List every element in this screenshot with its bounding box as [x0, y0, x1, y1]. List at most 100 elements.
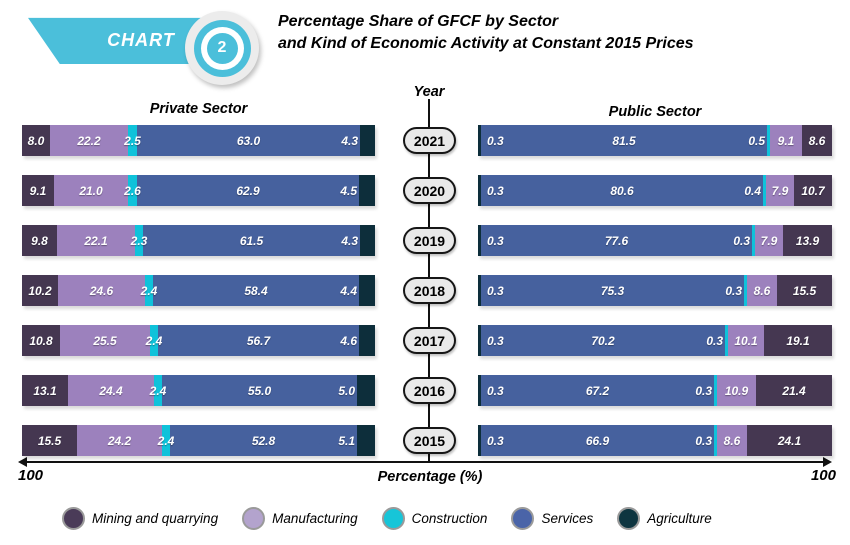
private-bar-2015: 15.5 24.2 2.4 52.8 5.1	[22, 425, 375, 456]
year-pill-2020: 2020	[403, 177, 456, 204]
segment-value-label: 0.3	[487, 183, 504, 198]
legend-item-construction: Construction	[381, 506, 487, 530]
bar-segment-construction: 0.3	[695, 375, 717, 406]
private-bar-2016: 13.1 24.4 2.4 55.0 5.0	[22, 375, 375, 406]
bar-segment-services: 66.9	[481, 425, 714, 456]
bar-segment-services: 81.5	[481, 125, 767, 156]
chart-title-line1: Percentage Share of GFCF by Sector	[278, 13, 559, 30]
segment-value-label: 24.4	[99, 383, 123, 398]
segment-value-label: 25.5	[93, 333, 117, 348]
year-pill-2016: 2016	[403, 377, 456, 404]
percentage-axis-line	[26, 461, 824, 463]
axis-arrow-left-icon	[18, 457, 27, 467]
bar-segment-services: 62.9	[137, 175, 359, 206]
axis-arrow-right-icon	[823, 457, 832, 467]
segment-value-label: 52.8	[251, 433, 276, 448]
bar-segment-agriculture: 4.3	[341, 125, 375, 156]
badge-ring: 2	[193, 19, 251, 77]
public-bar-2021: 0.3 81.5 0.5 9.1 8.6	[478, 125, 832, 156]
segment-value-label: 63.0	[236, 133, 261, 148]
public-bar-2016: 0.3 67.2 0.3 10.9 21.4	[478, 375, 832, 406]
bar-segment-services: 58.4	[153, 275, 359, 306]
bar-segment-manufacturing: 25.5	[60, 325, 150, 356]
segment-value-label: 21.0	[79, 183, 103, 198]
segment-value-label: 4.6	[340, 333, 357, 348]
segment-value-label: 24.6	[89, 283, 114, 298]
segment-value-label: 8.0	[27, 133, 45, 148]
year-axis-title: Year	[413, 84, 445, 100]
bar-segment-manufacturing: 7.9	[766, 175, 794, 206]
bar-segment-manufacturing: 10.1	[728, 325, 764, 356]
segment-value-label: 10.1	[734, 333, 758, 348]
bar-segment-construction: 2.4	[141, 275, 157, 306]
bar-segment-mining-and-quarrying: 13.9	[783, 225, 832, 256]
segment-value-label: 81.5	[612, 133, 636, 148]
legend-label: Manufacturing	[272, 510, 358, 526]
segment-value-label: 2.4	[140, 283, 158, 298]
bar-segment-manufacturing: 21.0	[54, 175, 128, 206]
legend-swatch-icon	[617, 506, 641, 530]
bar-segment-construction: 2.4	[150, 375, 166, 406]
bar-segment-mining-and-quarrying: 15.5	[22, 425, 77, 456]
percentage-axis-label: Percentage (%)	[377, 469, 483, 485]
bar-segment-agriculture: 0.3	[478, 125, 504, 156]
bar-segment-construction: 0.5	[748, 125, 770, 156]
bar-segment-mining-and-quarrying: 10.7	[794, 175, 832, 206]
private-sector-title: Private Sector	[149, 101, 248, 117]
bar-segment-manufacturing: 8.6	[717, 425, 747, 456]
segment-value-label: 9.8	[31, 233, 48, 248]
segment-value-label: 67.2	[585, 383, 610, 398]
segment-value-label: 21.4	[782, 383, 806, 398]
segment-value-label: 4.4	[340, 283, 357, 298]
bar-segment-services: 70.2	[481, 325, 725, 356]
segment-value-label: 0.4	[744, 183, 761, 198]
segment-value-label: 2.5	[124, 133, 141, 148]
legend-label: Mining and quarrying	[92, 510, 219, 526]
segment-value-label: 75.3	[600, 283, 625, 298]
segment-value-label: 0.3	[487, 433, 504, 448]
segment-value-label: 2.4	[149, 383, 167, 398]
year-pill-2018: 2018	[403, 277, 456, 304]
bar-segment-mining-and-quarrying: 24.1	[747, 425, 832, 456]
bar-segment-services: 80.6	[481, 175, 763, 206]
legend-swatch-icon	[62, 506, 85, 530]
segment-value-label: 10.7	[801, 183, 825, 198]
segment-value-label: 2.3	[130, 233, 148, 248]
chart-title: Percentage Share of GFCF by Sector and K…	[278, 11, 694, 55]
bar-segment-manufacturing: 22.2	[50, 125, 128, 156]
bar-segment-mining-and-quarrying: 10.2	[22, 275, 58, 306]
segment-value-label: 9.1	[777, 133, 795, 148]
segment-value-label: 4.5	[340, 183, 357, 198]
segment-value-label: 56.7	[246, 333, 271, 348]
bar-segment-agriculture: 5.1	[338, 425, 375, 456]
legend-item-manufacturing: Manufacturing	[242, 506, 358, 530]
segment-value-label: 13.1	[33, 383, 57, 398]
chart-number-badge: 2	[185, 11, 259, 85]
bar-segment-manufacturing: 24.6	[58, 275, 145, 306]
segment-value-label: 0.3	[487, 333, 504, 348]
bar-segment-manufacturing: 8.6	[747, 275, 777, 306]
segment-value-label: 10.2	[28, 283, 52, 298]
segment-value-label: 0.3	[487, 383, 504, 398]
legend-swatch-icon	[381, 506, 405, 530]
segment-value-label: 4.3	[341, 133, 358, 148]
bar-segment-services: 75.3	[481, 275, 744, 306]
bar-segment-mining-and-quarrying: 9.1	[22, 175, 54, 206]
bar-segment-manufacturing: 22.1	[57, 225, 135, 256]
segment-value-label: 70.2	[591, 333, 615, 348]
segment-value-label: 7.9	[771, 183, 789, 198]
public-bar-2017: 0.3 70.2 0.3 10.1 19.1	[478, 325, 832, 356]
segment-value-label: 13.9	[795, 233, 820, 248]
segment-value-label: 9.1	[29, 183, 47, 198]
bar-segment-construction: 2.5	[124, 125, 141, 156]
bar-segment-agriculture: 0.3	[478, 425, 504, 456]
bar-segment-services: 52.8	[170, 425, 357, 456]
bar-segment-agriculture: 4.6	[340, 325, 375, 356]
segment-value-label: 0.3	[487, 283, 504, 298]
bar-segment-agriculture: 5.0	[338, 375, 375, 406]
segment-value-label: 2.4	[157, 433, 175, 448]
bar-segment-agriculture: 0.3	[478, 175, 504, 206]
segment-value-label: 66.9	[585, 433, 610, 448]
bar-segment-mining-and-quarrying: 9.8	[22, 225, 57, 256]
